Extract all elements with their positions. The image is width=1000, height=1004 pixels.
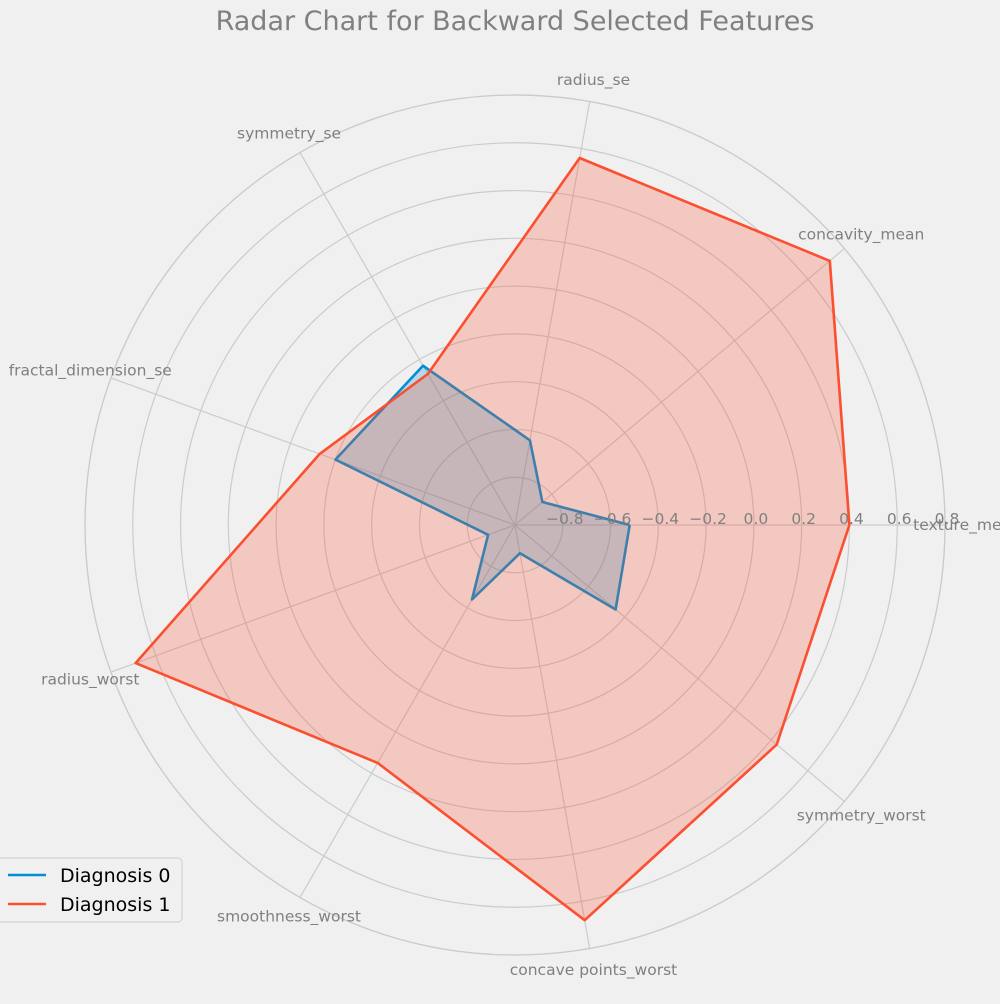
category-label: symmetry_se — [237, 125, 341, 144]
legend-label: Diagnosis 0 — [60, 865, 170, 887]
grid-spoke-4 — [110, 377, 516, 526]
category-label: fractal_dimension_se — [9, 361, 172, 380]
r-tick-label: −0.4 — [642, 510, 680, 528]
series-0-line — [334, 364, 631, 611]
r-tick-label: 0.8 — [935, 510, 960, 528]
legend: Diagnosis 0 Diagnosis 1 — [0, 857, 183, 923]
grid-spoke-6 — [299, 524, 516, 898]
category-label: concavity_mean — [798, 225, 924, 244]
r-tick-label: −0.8 — [546, 510, 584, 528]
grid-spoke-1 — [514, 248, 845, 526]
series-0-area — [335, 365, 630, 610]
grid-spoke-8 — [514, 524, 845, 802]
chart-title: Radar Chart for Backward Selected Featur… — [216, 6, 815, 37]
series-1-area — [135, 158, 850, 921]
category-label: symmetry_worst — [797, 807, 926, 826]
series-layer — [134, 156, 851, 922]
category-label: texture_mean — [913, 516, 1000, 535]
category-label: radius_se — [557, 71, 630, 90]
category-label: smoothness_worst — [217, 907, 361, 926]
r-tick-label: −0.2 — [689, 510, 727, 528]
grid-spoke-5 — [110, 524, 516, 673]
label-layer: −0.8 −0.6 −0.4 −0.2 0.0 0.2 0.4 0.6 0.8texture_m… — [9, 71, 1000, 980]
legend-label: Diagnosis 1 — [60, 894, 170, 916]
series-1-line — [134, 156, 851, 922]
r-tick-label: 0.0 — [744, 510, 769, 528]
r-tick-label: −0.6 — [594, 510, 632, 528]
r-tick-label: 0.4 — [839, 510, 864, 528]
category-label: radius_worst — [41, 671, 139, 690]
grid-spoke-3 — [299, 152, 516, 526]
grid-layer — [84, 94, 946, 956]
r-tick-label: 0.2 — [791, 510, 816, 528]
grid-spoke-7 — [514, 524, 591, 949]
grid-spoke-2 — [514, 101, 591, 526]
category-label: concave points_worst — [510, 961, 678, 980]
r-tick-label: 0.6 — [887, 510, 912, 528]
